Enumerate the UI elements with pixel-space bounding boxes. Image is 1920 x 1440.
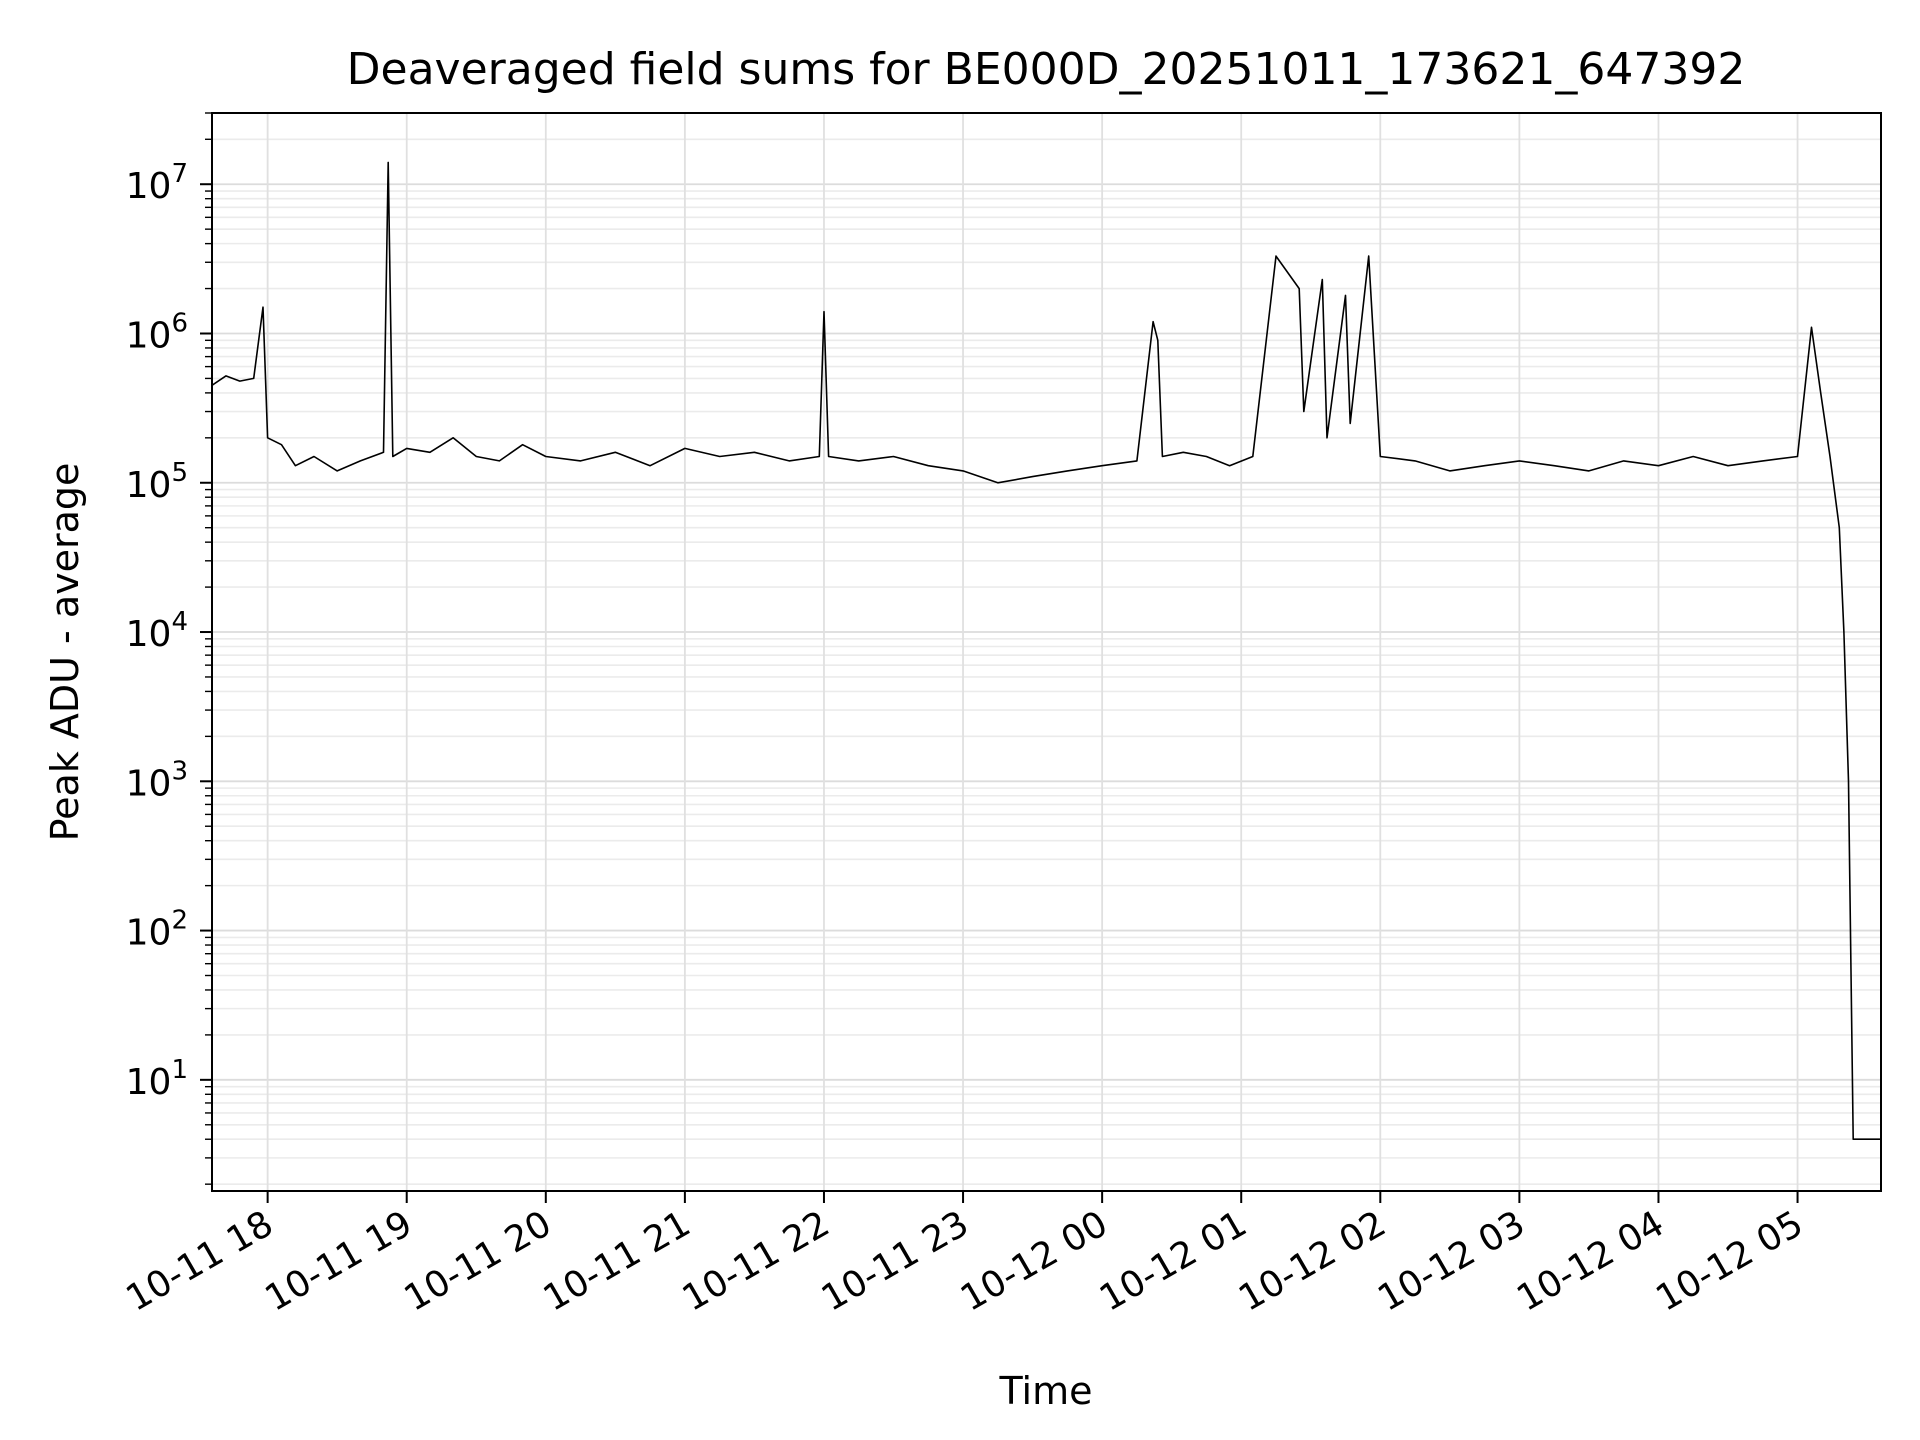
y-tick-label: 105: [126, 458, 188, 506]
y-tick-label: 104: [126, 607, 188, 655]
series-line: [212, 161, 1881, 1140]
y-tick-label: 103: [126, 756, 188, 804]
y-axis-label: Peak ADU - average: [43, 463, 87, 842]
y-tick-label: 101: [126, 1055, 188, 1103]
chart-title: Deaveraged field sums for BE000D_2025101…: [347, 44, 1746, 95]
y-tick-label: 102: [126, 906, 188, 954]
x-axis-label: Time: [999, 1369, 1093, 1413]
plot-frame: [211, 112, 1882, 1192]
series: [212, 161, 1881, 1140]
y-tick-label: 106: [126, 308, 188, 356]
y-tick-label: 107: [126, 159, 188, 207]
